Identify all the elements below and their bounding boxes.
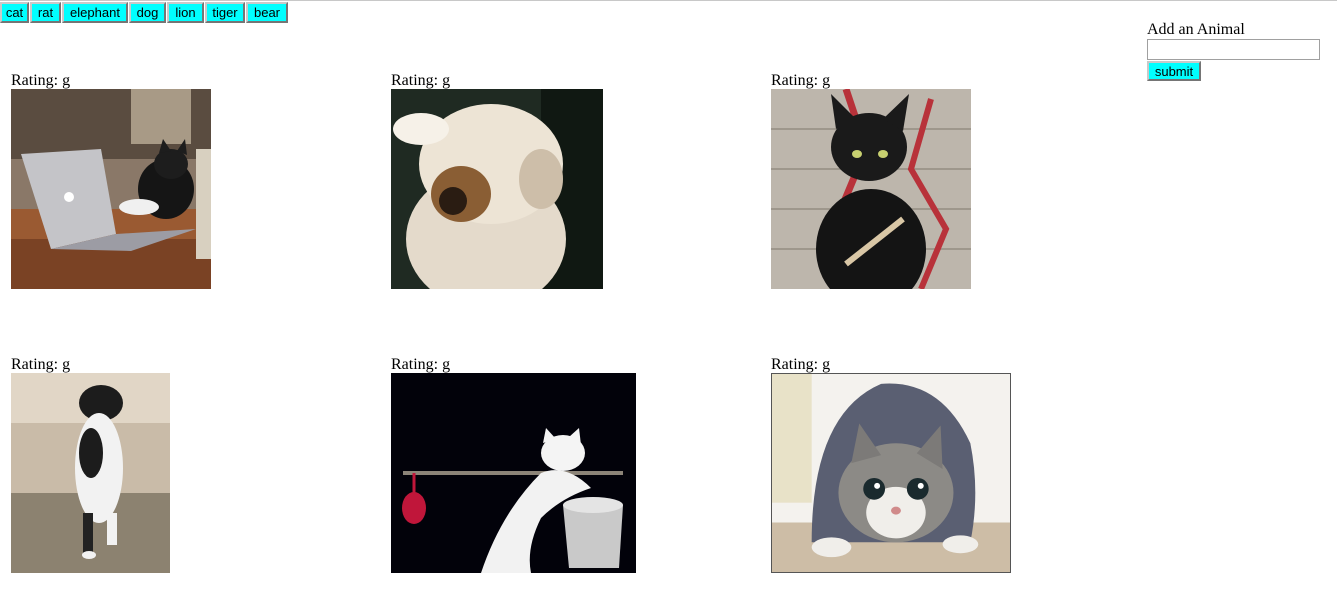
animal-input[interactable]: [1147, 39, 1320, 60]
animal-button-lion[interactable]: lion: [167, 2, 204, 23]
add-animal-label: Add an Animal: [1147, 21, 1245, 38]
gif-image-white-cat-bar[interactable]: [391, 373, 636, 573]
gif-image-black-cat-nails[interactable]: [771, 89, 971, 289]
gif-image-fluffy-cat[interactable]: [391, 89, 603, 289]
gif-rating: Rating: g: [771, 72, 831, 89]
animal-button-dog[interactable]: dog: [129, 2, 166, 23]
gif-image-cat-laptop[interactable]: [11, 89, 211, 289]
gif-rating: Rating: g: [11, 356, 71, 373]
animal-button-cat[interactable]: cat: [0, 2, 29, 23]
animal-button-rat[interactable]: rat: [30, 2, 61, 23]
animal-button-elephant[interactable]: elephant: [62, 2, 128, 23]
submit-button[interactable]: submit: [1147, 61, 1201, 81]
animal-button-tiger[interactable]: tiger: [205, 2, 245, 23]
gif-image-tabby-kitten[interactable]: [771, 373, 1011, 573]
gif-rating: Rating: g: [771, 356, 831, 373]
gif-rating: Rating: g: [391, 356, 451, 373]
gif-image-standing-cat[interactable]: [11, 373, 170, 573]
gif-rating: Rating: g: [391, 72, 451, 89]
animal-button-bear[interactable]: bear: [246, 2, 288, 23]
gif-rating: Rating: g: [11, 72, 71, 89]
